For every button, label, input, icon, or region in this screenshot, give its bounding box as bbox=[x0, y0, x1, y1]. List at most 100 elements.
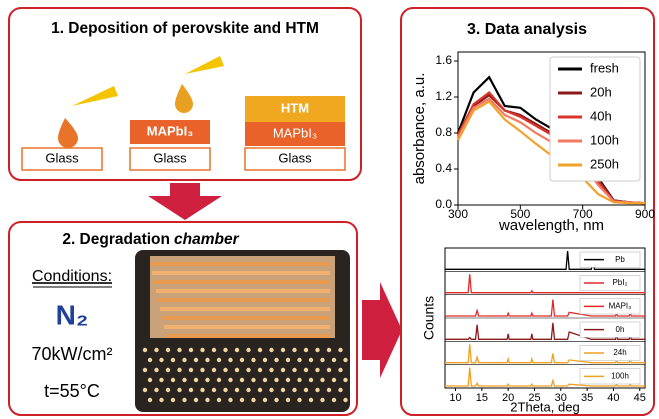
photo-dot bbox=[182, 398, 186, 402]
photo-dot bbox=[177, 388, 181, 392]
photo-dot bbox=[235, 368, 239, 372]
photo-dot bbox=[154, 368, 158, 372]
photo-dot bbox=[143, 348, 147, 352]
legend-label: 24h bbox=[613, 348, 626, 357]
photo-tray bbox=[158, 298, 330, 302]
x-tick-label: 300 bbox=[448, 207, 468, 221]
photo-dot bbox=[332, 358, 336, 362]
photo-dot bbox=[171, 398, 175, 402]
photo-dot bbox=[320, 378, 324, 382]
photo-dot bbox=[143, 388, 147, 392]
photo-dot bbox=[286, 398, 290, 402]
photo-dot bbox=[154, 388, 158, 392]
photo-tray bbox=[162, 316, 330, 320]
photo-dot bbox=[189, 368, 193, 372]
photo-dot bbox=[343, 378, 347, 382]
photo-tray bbox=[166, 334, 330, 338]
photo-dot bbox=[154, 348, 158, 352]
photo-dot bbox=[258, 348, 262, 352]
x-tick-label: 35 bbox=[581, 392, 593, 404]
legend-label: 250h bbox=[590, 156, 619, 171]
panel-title: 1. Deposition of perovskite and HTM bbox=[51, 20, 319, 37]
y-tick-label: 0.8 bbox=[435, 125, 452, 139]
atmosphere: N₂ bbox=[56, 299, 89, 330]
photo-dot bbox=[217, 398, 221, 402]
photo-dot bbox=[309, 378, 313, 382]
photo-dot bbox=[205, 358, 209, 362]
x-tick-label: 10 bbox=[449, 392, 461, 404]
photo-dot bbox=[212, 388, 216, 392]
photo-dot bbox=[246, 388, 250, 392]
x-tick-label: 45 bbox=[634, 392, 646, 404]
photo-dot bbox=[182, 378, 186, 382]
photo-dot bbox=[258, 368, 262, 372]
photo-dot bbox=[212, 368, 216, 372]
photo-dot bbox=[263, 358, 267, 362]
photo-dot bbox=[304, 368, 308, 372]
photo-dot bbox=[269, 388, 273, 392]
photo-dot bbox=[281, 348, 285, 352]
photo-dot bbox=[166, 368, 170, 372]
photo-dot bbox=[332, 398, 336, 402]
layer-label: MAPbI₃ bbox=[147, 123, 193, 138]
photo-dot bbox=[320, 398, 324, 402]
x-tick-label: 40 bbox=[607, 392, 619, 404]
photo-tray bbox=[152, 271, 330, 275]
photo-dot bbox=[171, 358, 175, 362]
photo-dot bbox=[235, 348, 239, 352]
photo-dot bbox=[251, 398, 255, 402]
x-tick-label: 900 bbox=[635, 207, 655, 221]
photo-dot bbox=[297, 378, 301, 382]
arrow-right bbox=[362, 282, 402, 378]
photo-dot bbox=[286, 358, 290, 362]
photo-dot bbox=[263, 398, 267, 402]
photo-dot bbox=[223, 368, 227, 372]
photo-dot bbox=[189, 388, 193, 392]
photo-dot bbox=[327, 388, 331, 392]
photo-dot bbox=[177, 348, 181, 352]
legend-label: 100h bbox=[611, 371, 629, 380]
photo-dot bbox=[281, 368, 285, 372]
layer-label: Glass bbox=[45, 150, 79, 165]
temperature: t=55°C bbox=[44, 381, 100, 401]
photo-dot bbox=[269, 368, 273, 372]
photo-dot bbox=[240, 398, 244, 402]
photo-dot bbox=[228, 358, 232, 362]
photo-dot bbox=[315, 388, 319, 392]
figure: 1. Deposition of perovskite and HTM Glas… bbox=[0, 0, 659, 419]
photo-dot bbox=[251, 358, 255, 362]
panel-title: 3. Data analysis bbox=[467, 21, 587, 38]
intensity: 70kW/cm² bbox=[32, 344, 113, 364]
photo-dot bbox=[327, 348, 331, 352]
x-axis-label: 2Theta, deg bbox=[510, 399, 579, 414]
photo-dot bbox=[292, 348, 296, 352]
photo-dot bbox=[212, 348, 216, 352]
legend-label: 40h bbox=[590, 108, 612, 123]
photo-dot bbox=[309, 358, 313, 362]
photo-dot bbox=[148, 378, 152, 382]
panel-title-emphasis: chamber bbox=[174, 231, 240, 248]
photo-dot bbox=[274, 358, 278, 362]
photo-dot bbox=[286, 378, 290, 382]
photo-dot bbox=[194, 378, 198, 382]
photo-dot bbox=[148, 398, 152, 402]
photo-dot bbox=[200, 388, 204, 392]
photo-dot bbox=[182, 358, 186, 362]
photo-dot bbox=[327, 368, 331, 372]
photo-dot bbox=[223, 388, 227, 392]
photo-dot bbox=[304, 388, 308, 392]
photo-dot bbox=[338, 368, 342, 372]
x-tick-label: 15 bbox=[476, 392, 488, 404]
photo-dot bbox=[297, 358, 301, 362]
legend-label: 0h bbox=[616, 325, 625, 334]
photo-dot bbox=[217, 378, 221, 382]
photo-dot bbox=[320, 358, 324, 362]
photo-dot bbox=[246, 368, 250, 372]
y-axis-label: Counts bbox=[421, 296, 437, 340]
photo-dot bbox=[315, 368, 319, 372]
photo-dot bbox=[205, 378, 209, 382]
photo-dot bbox=[166, 348, 170, 352]
photo-dot bbox=[338, 348, 342, 352]
legend-label: PbI₂ bbox=[612, 278, 627, 287]
photo-tray bbox=[160, 307, 330, 311]
